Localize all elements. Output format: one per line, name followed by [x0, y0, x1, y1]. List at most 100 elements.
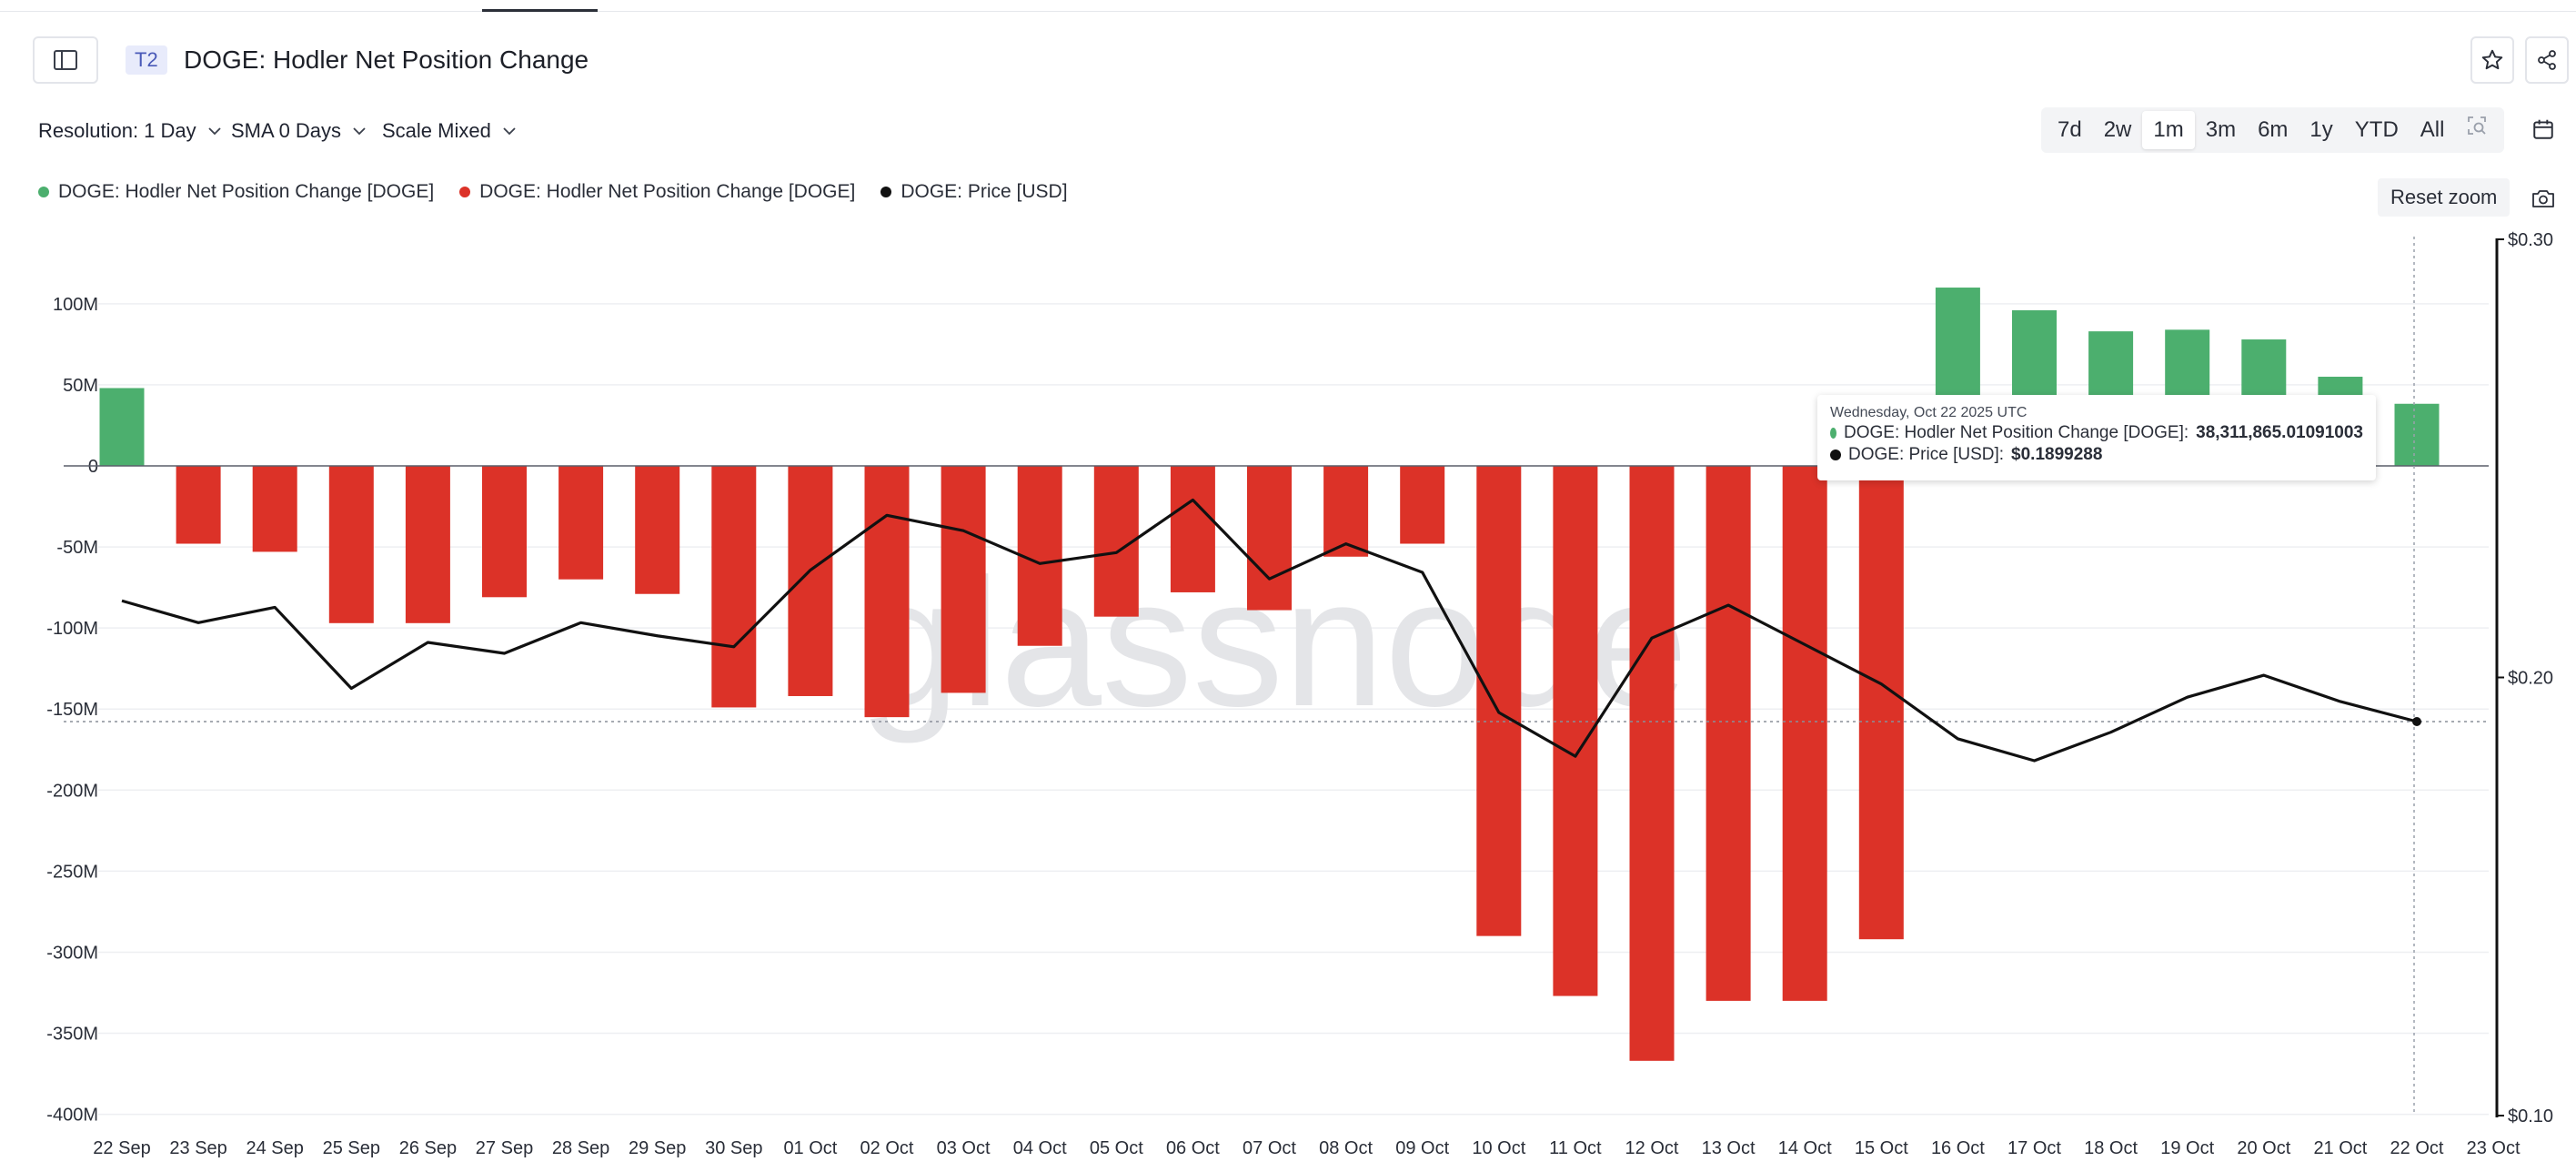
range-3m[interactable]: 3m — [2205, 117, 2237, 142]
sma-select[interactable]: SMA 0 Days — [231, 116, 367, 146]
y-tick-label: 0 — [88, 457, 98, 477]
bar-negative[interactable] — [1323, 466, 1369, 557]
sidebar-toggle-button[interactable] — [33, 36, 98, 84]
bar-negative[interactable] — [405, 466, 450, 623]
scale-select[interactable]: Scale Mixed — [382, 116, 517, 146]
screenshot-button[interactable] — [2525, 180, 2561, 217]
tooltip-row-price: DOGE: Price [USD]: $0.1899288 — [1830, 444, 2363, 466]
favorite-button[interactable] — [2470, 36, 2514, 84]
bar-negative[interactable] — [1476, 466, 1522, 936]
x-tick-label: 20 Oct — [2237, 1138, 2290, 1158]
bar-negative[interactable] — [1858, 466, 1904, 940]
bar-negative[interactable] — [1400, 466, 1445, 544]
x-tick-label: 17 Oct — [2007, 1138, 2061, 1158]
tooltip-label: DOGE: Price [USD]: — [1848, 445, 2005, 464]
y-tick-label: -300M — [46, 943, 98, 963]
price-line[interactable] — [121, 498, 2418, 763]
tier-badge: T2 — [126, 45, 167, 75]
sidebar-toggle-icon — [54, 50, 77, 70]
range-2w[interactable]: 2w — [2103, 117, 2132, 142]
bar-negative[interactable] — [176, 466, 221, 544]
bar-negative[interactable] — [1629, 466, 1675, 1061]
y-tick-label: 100M — [53, 295, 98, 315]
right-tick-label: $0.20 — [2508, 669, 2553, 689]
bar-positive[interactable] — [2394, 403, 2440, 466]
legend-dot-positive — [38, 187, 49, 197]
x-tick-label: 12 Oct — [1625, 1138, 1679, 1158]
x-tick-label: 25 Sep — [323, 1138, 380, 1158]
x-tick-label: 22 Sep — [93, 1138, 150, 1158]
tooltip-label: DOGE: Hodler Net Position Change [DOGE]: — [1844, 423, 2189, 442]
bar-negative[interactable] — [1170, 466, 1215, 592]
legend-item-negative[interactable]: DOGE: Hodler Net Position Change [DOGE] — [459, 181, 855, 203]
calendar-icon — [2533, 119, 2553, 139]
legend-label: DOGE: Hodler Net Position Change [DOGE] — [58, 181, 435, 202]
bar-negative[interactable] — [1247, 466, 1292, 611]
range-1m[interactable]: 1m — [2142, 111, 2195, 149]
x-tick-label: 28 Sep — [552, 1138, 609, 1158]
x-tick-label: 13 Oct — [1702, 1138, 1756, 1158]
x-tick-label: 19 Oct — [2160, 1138, 2214, 1158]
legend-dot-negative — [459, 187, 471, 197]
chart-header: T2 DOGE: Hodler Net Position Change — [33, 36, 2569, 84]
x-tick-label: 14 Oct — [1778, 1138, 1832, 1158]
bar-negative[interactable] — [558, 466, 604, 580]
chart-plot[interactable]: 100M 50M 0 -50M -100M -150M -200M -250M -300M -35… — [0, 218, 2576, 1172]
chart-title: DOGE: Hodler Net Position Change — [184, 45, 589, 74]
y-tick-label: -100M — [46, 619, 98, 639]
x-tick-label: 22 Oct — [2390, 1138, 2444, 1158]
bar-negative[interactable] — [711, 466, 757, 708]
legend-item-positive[interactable]: DOGE: Hodler Net Position Change [DOGE] — [38, 181, 434, 203]
chart-tooltip: Wednesday, Oct 22 2025 UTC DOGE: Hodler … — [1817, 395, 2376, 480]
x-tick-label: 01 Oct — [783, 1138, 837, 1158]
star-icon — [2481, 49, 2503, 70]
time-range-group: 7d 2w 1m 3m 6m 1y YTD All — [2041, 107, 2505, 153]
y-tick-label: -350M — [46, 1025, 98, 1045]
reset-zoom-button[interactable]: Reset zoom — [2378, 178, 2511, 217]
range-all[interactable]: All — [2420, 117, 2445, 142]
x-tick-label: 10 Oct — [1472, 1138, 1525, 1158]
legend-label: DOGE: Hodler Net Position Change [DOGE] — [479, 181, 856, 202]
bar-negative[interactable] — [1782, 466, 1827, 1001]
tooltip-dot-position — [1830, 428, 1837, 439]
legend-label: DOGE: Price [USD] — [901, 181, 1068, 202]
x-tick-label: 30 Sep — [705, 1138, 762, 1158]
x-tick-label: 23 Sep — [169, 1138, 226, 1158]
x-tick-label: 27 Sep — [476, 1138, 533, 1158]
share-icon — [2538, 50, 2556, 70]
active-tab-indicator — [482, 9, 598, 12]
y-tick-label: -250M — [46, 862, 98, 882]
range-7d[interactable]: 7d — [2058, 117, 2082, 142]
legend-dot-price — [880, 187, 892, 197]
x-tick-label: 02 Oct — [860, 1138, 914, 1158]
chart-legend: DOGE: Hodler Net Position Change [DOGE] … — [38, 178, 1068, 206]
tooltip-date: Wednesday, Oct 22 2025 UTC — [1830, 405, 2028, 420]
bar-positive[interactable] — [99, 388, 145, 466]
tooltip-row-position: DOGE: Hodler Net Position Change [DOGE]:… — [1830, 422, 2363, 444]
legend-item-price[interactable]: DOGE: Price [USD] — [880, 181, 1068, 203]
sma-label: SMA 0 Days — [231, 119, 342, 142]
chevron-down-icon — [208, 127, 221, 136]
bar-negative[interactable] — [788, 466, 833, 696]
range-ytd[interactable]: YTD — [2354, 117, 2399, 142]
bar-negative[interactable] — [252, 466, 297, 552]
x-tick-label: 29 Sep — [629, 1138, 686, 1158]
x-tick-label: 04 Oct — [1013, 1138, 1067, 1158]
tooltip-value: $0.1899288 — [2011, 445, 2103, 464]
bar-negative[interactable] — [864, 466, 910, 718]
y-tick-label: -150M — [46, 700, 98, 720]
tooltip-dot-price — [1830, 450, 1841, 460]
bar-negative[interactable] — [482, 466, 527, 598]
bar-negative[interactable] — [941, 466, 986, 693]
y-tick-label: 50M — [63, 376, 98, 396]
resolution-select[interactable]: Resolution: 1 Day — [38, 116, 222, 146]
bar-negative[interactable] — [635, 466, 680, 594]
scale-label: Scale Mixed — [382, 119, 491, 142]
range-6m[interactable]: 6m — [2258, 117, 2289, 142]
range-1y[interactable]: 1y — [2309, 117, 2333, 142]
zoom-select-button[interactable] — [2455, 111, 2499, 149]
bar-negative[interactable] — [328, 466, 374, 623]
calendar-button[interactable] — [2525, 109, 2561, 149]
share-button[interactable] — [2525, 36, 2569, 84]
bar-negative[interactable] — [1706, 466, 1751, 1001]
